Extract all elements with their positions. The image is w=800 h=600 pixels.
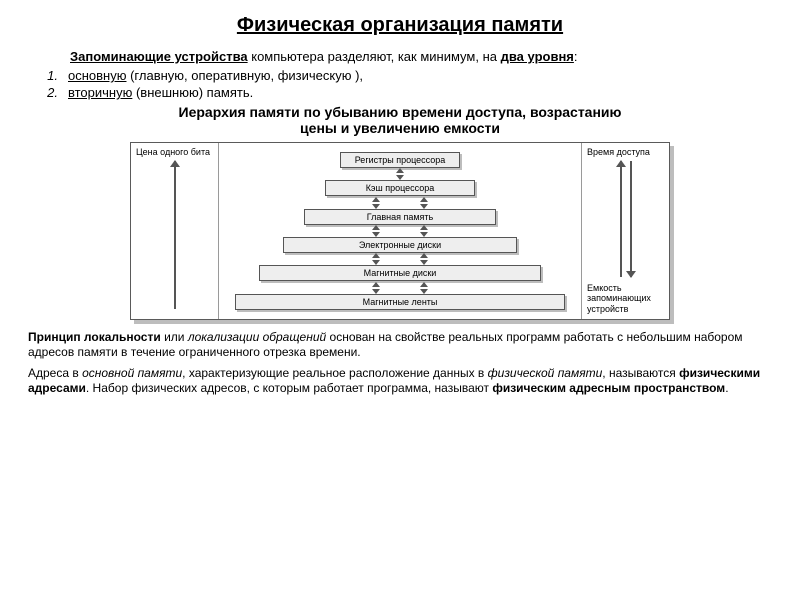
pyramid-level: Электронные диски: [225, 234, 575, 256]
intro-emph-devices: Запоминающие устройства: [70, 49, 248, 64]
double-arrow-icon: [372, 228, 380, 234]
right-axis-label-2: Емкость запоминающих устройств: [587, 283, 664, 315]
right-axis: Время доступа Емкость запоминающих устро…: [581, 143, 669, 319]
p1-italic-1: локализации обращений: [188, 330, 326, 344]
p2-i1: основной памяти: [82, 366, 182, 380]
list-item: 2. вторичную (внешнюю) память.: [32, 85, 772, 100]
pyramid-box: Магнитные диски: [259, 265, 541, 281]
list-num-2: 2.: [32, 85, 68, 100]
paragraph-locality: Принцип локальности или локализации обра…: [28, 330, 772, 360]
double-arrow-icon: [372, 256, 380, 262]
left-axis: Цена одного бита: [131, 143, 219, 319]
arrow-up-icon: [174, 161, 176, 309]
double-arrow-icon: [396, 171, 404, 177]
page-title: Физическая организация памяти: [28, 14, 772, 37]
levels-list: 1. основную (главную, оперативную, физич…: [32, 68, 772, 100]
p1-bold-1: Принцип локальности: [28, 330, 161, 344]
p2-b2: физическим адресным пространством: [492, 381, 725, 395]
heading-line1: Иерархия памяти по убыванию времени дост…: [28, 104, 772, 120]
double-arrow-icon: [420, 285, 428, 291]
pyramid-box: Магнитные ленты: [235, 294, 565, 310]
p2-mid: , характеризующие реальное расположение …: [182, 366, 487, 380]
p2-end: .: [725, 381, 728, 395]
p2-b-mid: . Набор физических адресов, с которым ра…: [86, 381, 492, 395]
intro-colon: :: [574, 49, 578, 64]
list-item: 1. основную (главную, оперативную, физич…: [32, 68, 772, 83]
intro-text: Запоминающие устройства компьютера разде…: [70, 49, 772, 64]
right-axis-label-1: Время доступа: [587, 147, 664, 158]
hierarchy-diagram: Цена одного бита Регистры процессора Кэш …: [130, 142, 670, 320]
pyramid-level: Магнитные ленты: [225, 291, 575, 313]
double-arrow-icon: [420, 256, 428, 262]
intro-emph-levels: два уровня: [501, 49, 574, 64]
list-main-2: вторичную: [68, 85, 132, 100]
list-num-1: 1.: [32, 68, 68, 83]
intro-mid: компьютера разделяют, как минимум, на: [248, 49, 501, 64]
pyramid-box: Кэш процессора: [325, 180, 475, 196]
paragraph-addresses: Адреса в основной памяти, характеризующи…: [28, 366, 772, 396]
list-main-1: основную: [68, 68, 126, 83]
list-rest-2: (внешнюю) память.: [132, 85, 253, 100]
double-arrow-icon: [420, 228, 428, 234]
arrow-down-icon: [630, 161, 632, 277]
pyramid-box: Регистры процессора: [340, 152, 460, 168]
list-rest-1: (главную, оперативную, физическую ),: [126, 68, 363, 83]
heading-line2: цены и увеличению емкости: [28, 120, 772, 136]
p1-txt-1: или: [161, 330, 188, 344]
double-arrow-icon: [372, 200, 380, 206]
p2-i2: физической памяти: [488, 366, 603, 380]
diagram-heading: Иерархия памяти по убыванию времени дост…: [28, 104, 772, 136]
left-axis-label: Цена одного бита: [136, 147, 213, 158]
double-arrow-icon: [372, 285, 380, 291]
pyramid-level: Кэш процессора: [225, 177, 575, 199]
double-arrow-icon: [420, 200, 428, 206]
p2-mid2: , называются: [602, 366, 679, 380]
pyramid-level: Главная память: [225, 206, 575, 228]
pyramid-box: Электронные диски: [283, 237, 517, 253]
pyramid-level: Магнитные диски: [225, 262, 575, 284]
pyramid-box: Главная память: [304, 209, 496, 225]
arrow-up-icon: [620, 161, 622, 277]
p2-pre: Адреса в: [28, 366, 82, 380]
pyramid: Регистры процессора Кэш процессора Главная…: [219, 143, 581, 319]
